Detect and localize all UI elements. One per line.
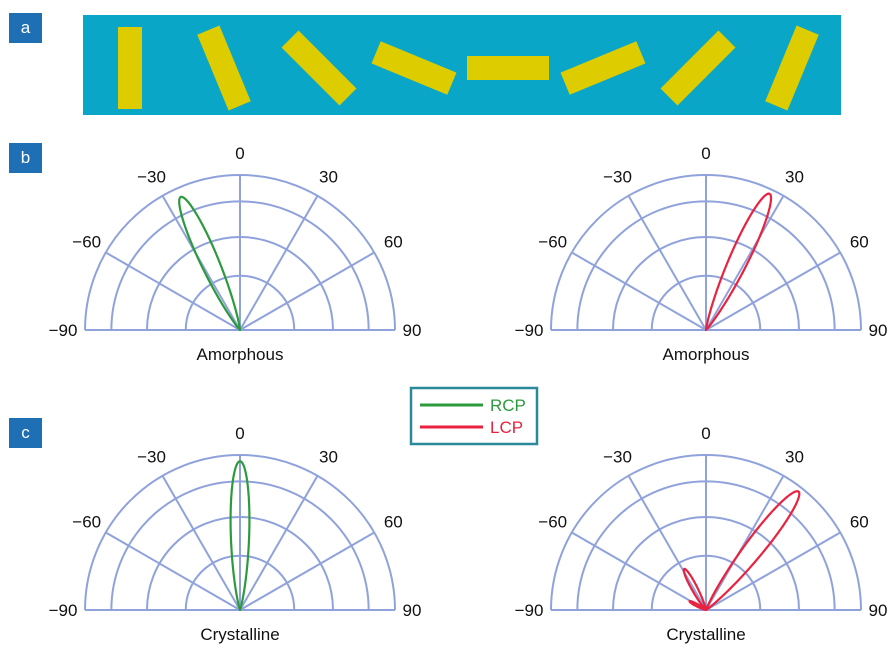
tick-label: 90: [403, 601, 422, 620]
tick-label: −60: [72, 233, 101, 252]
tick-label: −60: [538, 513, 567, 532]
rotated-bar-4: [371, 41, 457, 95]
rotated-bar-7: [660, 30, 736, 106]
tick-label: 30: [785, 448, 804, 467]
tick-label: 0: [235, 424, 244, 443]
tick-label: 30: [785, 168, 804, 187]
plot-title: Amorphous: [197, 345, 284, 364]
emission-lobe-lcp: [682, 490, 801, 612]
panel-label-c: c: [9, 418, 42, 448]
polar-plot-3: 0 −30 30 −60 60 −90 90 Crystalline: [49, 424, 422, 644]
tick-label: 90: [403, 321, 422, 340]
tick-label: 60: [850, 513, 869, 532]
tick-label: −30: [603, 168, 632, 187]
tick-label: 0: [235, 144, 244, 163]
tick-label: −60: [72, 513, 101, 532]
emission-lobe-lcp: [704, 192, 773, 332]
tick-label: −90: [515, 321, 544, 340]
rotated-bar-2: [197, 25, 251, 111]
grid-spoke: [705, 251, 841, 331]
grid-spoke: [105, 531, 241, 611]
grid-spoke: [627, 475, 707, 611]
grid-spoke: [161, 475, 241, 611]
legend-label-rcp: RCP: [490, 396, 526, 415]
tick-label: 0: [701, 424, 710, 443]
tick-label: −90: [49, 601, 78, 620]
legend: RCP LCP: [409, 386, 539, 446]
grid-spoke: [239, 251, 375, 331]
polar-plot-2: 0 −30 30 −60 60 −90 90 Amorphous: [515, 144, 887, 364]
grid-spoke: [705, 531, 841, 611]
grid-spoke: [571, 251, 707, 331]
tick-label: 30: [319, 448, 338, 467]
panel-label-b: b: [9, 143, 42, 173]
plot-title: Amorphous: [663, 345, 750, 364]
tick-label: −30: [137, 448, 166, 467]
tick-label: 0: [701, 144, 710, 163]
plot-title: Crystalline: [666, 625, 745, 644]
grid-spoke: [705, 195, 785, 331]
grid-spoke: [239, 475, 319, 611]
polar-plot-1: 0 −30 30 −60 60 −90 90 Amorphous: [49, 144, 422, 364]
panel-a-strip: [83, 15, 841, 115]
grid-spoke: [705, 475, 785, 611]
tick-label: 60: [384, 513, 403, 532]
tick-label: −30: [137, 168, 166, 187]
legend-label-lcp: LCP: [490, 418, 523, 437]
tick-label: 90: [869, 321, 887, 340]
rotated-bar-1: [118, 27, 142, 109]
tick-label: 60: [384, 233, 403, 252]
rotated-bar-5: [467, 56, 549, 80]
grid-spoke: [239, 195, 319, 331]
emission-lobe-rcp: [229, 460, 251, 612]
grid-spoke: [239, 531, 375, 611]
grid-spoke: [571, 531, 707, 611]
tick-label: −90: [515, 601, 544, 620]
emission-lobe-rcp: [178, 195, 242, 332]
tick-label: 90: [869, 601, 887, 620]
tick-label: −30: [603, 448, 632, 467]
tick-label: 60: [850, 233, 869, 252]
tick-label: −90: [49, 321, 78, 340]
tick-label: −60: [538, 233, 567, 252]
grid-spoke: [627, 195, 707, 331]
plot-title: Crystalline: [200, 625, 279, 644]
rotated-bar-8: [765, 25, 819, 111]
polar-plot-4: 0 −30 30 −60 60 −90 90 Crystalline: [515, 424, 887, 644]
panel-label-a: a: [9, 13, 42, 43]
grid-spoke: [105, 251, 241, 331]
strip-background: [83, 15, 841, 115]
tick-label: 30: [319, 168, 338, 187]
legend-box: [409, 386, 539, 446]
rotated-bar-3: [281, 30, 357, 106]
rotated-bar-6: [560, 41, 646, 95]
